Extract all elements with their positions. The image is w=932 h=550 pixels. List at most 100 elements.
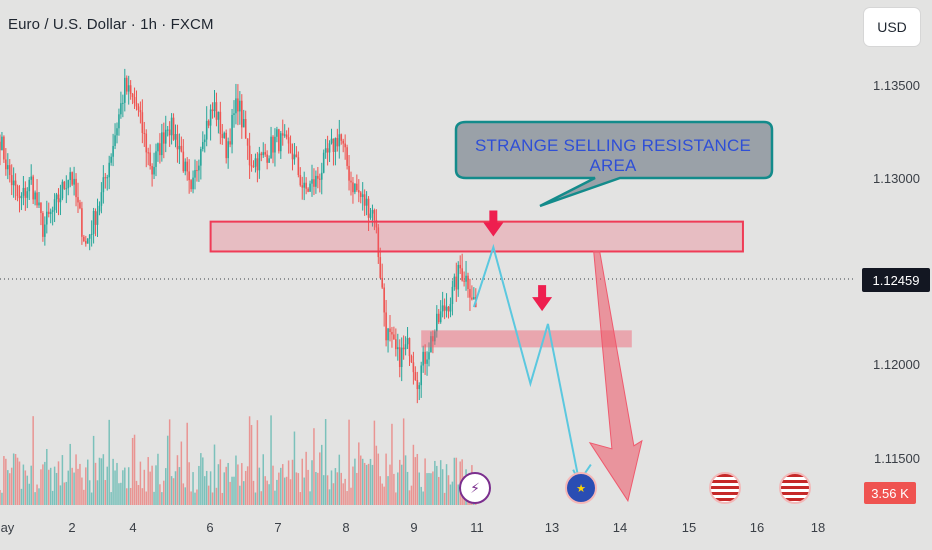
volume-bar: [165, 468, 167, 505]
candle-body: [437, 313, 440, 323]
candle-body: [65, 188, 68, 190]
down-marker-arrow: [532, 285, 553, 312]
candle-body: [200, 149, 202, 166]
candle-body: [285, 134, 288, 138]
candle-body: [170, 117, 173, 136]
volume-bar: [317, 472, 319, 505]
candle-body: [215, 102, 218, 120]
volume-bar: [135, 480, 138, 505]
volume-bar: [55, 472, 58, 505]
volume-bar: [348, 419, 350, 505]
candle-body: [441, 305, 444, 312]
candle-body: [20, 195, 23, 199]
candle-body: [430, 336, 432, 353]
candle-body: [398, 347, 401, 368]
candle-body: [180, 145, 183, 152]
candle-body: [293, 154, 296, 160]
volume-bar: [120, 482, 122, 505]
candle-body: [49, 211, 52, 215]
candle-body: [106, 177, 109, 179]
candle-body: [443, 305, 446, 311]
us-flag-icon[interactable]: [779, 472, 811, 504]
candle-body: [459, 264, 461, 269]
candle-body: [153, 166, 155, 175]
candle-body: [102, 177, 105, 193]
candle-body: [428, 352, 430, 360]
candle-body: [280, 133, 282, 152]
volume-bar: [350, 487, 352, 505]
volume-bar: [92, 435, 95, 505]
volume-bar: [157, 453, 159, 505]
candle-body: [340, 134, 343, 141]
currency-button[interactable]: USD: [864, 8, 920, 46]
lightning-icon[interactable]: ⚡: [459, 472, 491, 504]
callout-box: [454, 120, 774, 208]
volume-bar: [365, 464, 368, 505]
volume-bar: [126, 488, 128, 505]
volume-bar: [375, 445, 378, 505]
candle-body: [262, 152, 265, 156]
candle-body: [317, 175, 319, 179]
candle-body: [203, 139, 206, 143]
volume-bar: [256, 420, 259, 505]
candle-body: [24, 187, 27, 198]
volume-bar: [381, 483, 383, 505]
candle-body: [365, 198, 368, 206]
candle-body: [0, 141, 1, 151]
volume-bar: [436, 465, 438, 505]
volume-bar: [424, 458, 426, 505]
volume-bar: [223, 472, 225, 505]
candle-body: [307, 188, 309, 192]
time-tick-label: 9: [410, 520, 418, 535]
volume-bar: [395, 492, 397, 505]
candle-body: [281, 133, 284, 136]
volume-bar: [369, 458, 372, 505]
candle-body: [196, 170, 198, 172]
volume-bar: [301, 458, 303, 505]
candle-body: [295, 154, 298, 158]
candle-body: [131, 93, 134, 98]
volume-bar: [399, 459, 401, 505]
candle-body: [379, 257, 382, 278]
us-flag-icon[interactable]: [709, 472, 741, 504]
volume-bar: [180, 441, 183, 505]
volume-bar: [324, 419, 327, 505]
candle-body: [342, 140, 344, 144]
candle-body: [367, 198, 370, 218]
eu-flag-icon[interactable]: ★: [565, 472, 597, 504]
candle-body: [143, 132, 146, 134]
candle-body: [34, 192, 36, 200]
candle-body: [188, 171, 190, 181]
candle-body: [57, 194, 60, 203]
volume-bar: [63, 482, 66, 505]
candle-body: [289, 143, 292, 154]
candle-body: [229, 141, 231, 145]
volume-bar: [229, 481, 231, 505]
candle-body: [287, 137, 290, 144]
candle-body: [252, 166, 255, 168]
volume-bar: [307, 469, 309, 505]
volume-bar: [262, 454, 264, 505]
candle-body: [141, 112, 144, 133]
candle-body: [250, 165, 253, 167]
candle-body: [42, 213, 44, 237]
volume-bar: [309, 491, 311, 505]
volume-bar: [81, 477, 83, 505]
candle-body: [231, 114, 233, 145]
volume-bar: [205, 470, 208, 505]
candle-body: [241, 100, 243, 128]
volume-bar: [108, 419, 110, 505]
candle-body: [363, 194, 366, 206]
volume-bar: [71, 467, 73, 505]
candle-body: [112, 145, 114, 157]
candle-body: [3, 136, 5, 160]
volume-bar: [244, 470, 247, 505]
time-tick-label: 18: [810, 520, 826, 535]
volume-bar: [98, 457, 101, 505]
volume-bar: [77, 468, 79, 505]
candle-body: [205, 120, 208, 140]
volume-bar: [209, 471, 212, 505]
volume-bar: [225, 466, 227, 505]
